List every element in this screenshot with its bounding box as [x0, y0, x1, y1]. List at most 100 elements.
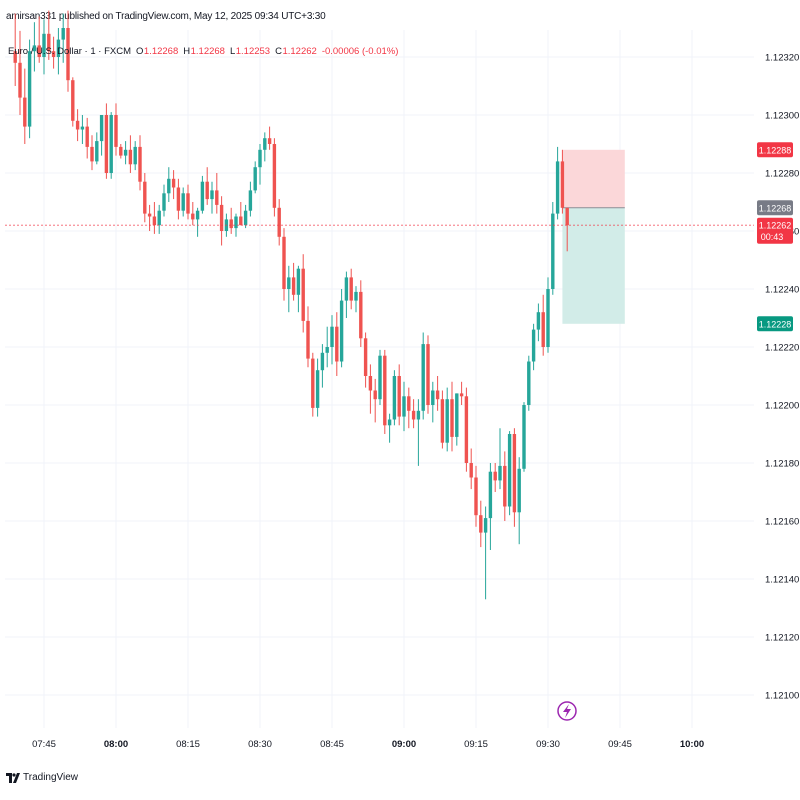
y-tick-label: 1.12220 [765, 343, 799, 354]
candle-body [459, 393, 464, 397]
candle-body [517, 468, 521, 513]
candle [383, 349, 387, 434]
candle [339, 289, 344, 368]
candle [13, 13, 17, 86]
tradingview-logo-icon[interactable] [6, 772, 20, 783]
candle [392, 370, 397, 426]
candle-body [306, 320, 310, 359]
candle-body [493, 471, 497, 481]
candle [397, 364, 401, 426]
candle-body [483, 518, 488, 533]
publisher-line: amirsan331 published on TradingView.com,… [6, 11, 326, 22]
candle [75, 109, 80, 142]
ohlc-open-label: O [136, 46, 143, 57]
candle [27, 39, 32, 139]
candle [531, 323, 536, 371]
candle-body [23, 97, 27, 127]
candle [200, 175, 205, 214]
x-tick-label: 08:00 [104, 739, 128, 750]
candle-body [239, 216, 243, 226]
candle-body [176, 187, 181, 211]
lightning-alert-icon[interactable] [557, 701, 577, 721]
candle-body [90, 146, 94, 162]
candle [109, 112, 113, 179]
candle-body [311, 358, 315, 408]
candle-body [152, 216, 157, 226]
ohlc-change-value: -0.00006 (-0.01%) [322, 46, 399, 57]
candle-body [13, 51, 17, 63]
candle [363, 332, 368, 388]
candle [282, 228, 286, 301]
candle [296, 265, 301, 313]
candle [157, 204, 161, 234]
candle-body [219, 204, 224, 231]
candle-body [344, 277, 349, 301]
candle-body [277, 207, 281, 237]
ohlc-high-value: 1.12268 [191, 46, 225, 57]
candle-body [123, 149, 128, 156]
candle [143, 173, 147, 223]
candle-body [138, 146, 142, 182]
candle-body [450, 399, 454, 437]
x-tick-label: 08:15 [176, 739, 200, 750]
candle-body [258, 149, 262, 168]
take-profit-zone[interactable] [562, 207, 625, 324]
candle [335, 312, 339, 376]
candle [411, 399, 416, 429]
candle-body [71, 80, 75, 121]
candle [263, 132, 267, 162]
candle [51, 36, 56, 69]
candle [354, 286, 358, 313]
candle-body [522, 405, 526, 469]
candle [493, 463, 497, 492]
candle-body [416, 410, 421, 420]
candle-body [551, 213, 555, 289]
candle-body [195, 210, 200, 220]
candle-body [349, 277, 353, 301]
y-tick-label: 1.12300 [765, 111, 799, 122]
candle-body [411, 410, 416, 420]
candle [359, 280, 363, 347]
x-tick-label: 08:30 [248, 739, 272, 750]
candle [311, 352, 315, 417]
candle [119, 144, 123, 159]
candle [426, 335, 430, 414]
candle-body [474, 477, 478, 516]
candle-body [267, 138, 272, 144]
candle-body [397, 376, 401, 417]
candle-body [75, 120, 80, 130]
x-tick-label: 09:15 [464, 739, 488, 750]
candle-body [42, 33, 46, 57]
candle [167, 167, 171, 202]
candle [373, 378, 377, 423]
candle [123, 141, 128, 165]
candle-body [387, 419, 392, 426]
ohlc-close-label: C [275, 46, 282, 57]
candle-body [157, 210, 161, 226]
entry-price-badge-label: 1.12268 [759, 203, 792, 213]
candle [512, 428, 517, 527]
footer-brand[interactable]: TradingView [23, 772, 79, 783]
candle-body [431, 390, 435, 405]
candle [205, 167, 209, 205]
candle-body [546, 289, 550, 347]
candle-body [99, 115, 104, 142]
footer: TradingView [6, 772, 78, 783]
last-price-badge-bg [757, 217, 793, 244]
candle [176, 178, 181, 220]
candle [277, 199, 281, 246]
candle-body [32, 45, 37, 52]
candle [152, 202, 157, 234]
candle [349, 268, 353, 310]
candle-body [248, 190, 253, 211]
candle-body [95, 141, 99, 162]
candle [503, 451, 507, 521]
candle [474, 465, 478, 527]
candle-body [445, 399, 449, 443]
candle-body [104, 115, 109, 173]
position-tool[interactable] [562, 149, 625, 324]
ohlc-high-label: H [183, 46, 190, 57]
stop-loss-zone[interactable] [562, 149, 625, 208]
candle-body [128, 149, 133, 165]
